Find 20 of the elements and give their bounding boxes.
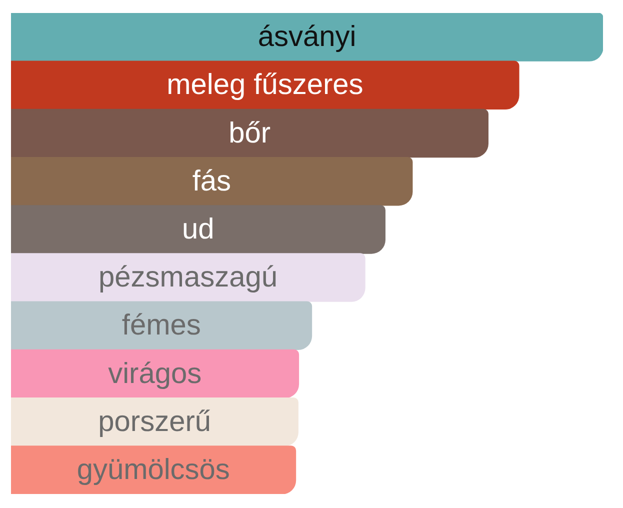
- bar: [11, 446, 296, 494]
- bar: [11, 349, 300, 398]
- bar: [11, 397, 298, 446]
- y-tick-label: fémes: [122, 310, 201, 342]
- y-tick-label: fás: [192, 165, 232, 198]
- bar: [11, 60, 520, 110]
- bar: [11, 156, 413, 206]
- bar: [11, 205, 386, 254]
- y-tick-label: meleg fűszeres: [166, 69, 364, 102]
- bar: [11, 301, 312, 350]
- y-tick-label: virágos: [108, 358, 202, 390]
- bar: [11, 13, 603, 62]
- y-tick-label: pézsmaszagú: [98, 262, 278, 294]
- y-tick-label: ud: [182, 213, 214, 246]
- bar: [11, 108, 488, 158]
- y-tick-label: ásványi: [258, 21, 356, 54]
- y-tick-label: porszerű: [98, 406, 211, 438]
- bar: [11, 253, 366, 302]
- y-tick-label: gyümölcsös: [76, 454, 230, 486]
- y-tick-label: bőr: [228, 117, 271, 150]
